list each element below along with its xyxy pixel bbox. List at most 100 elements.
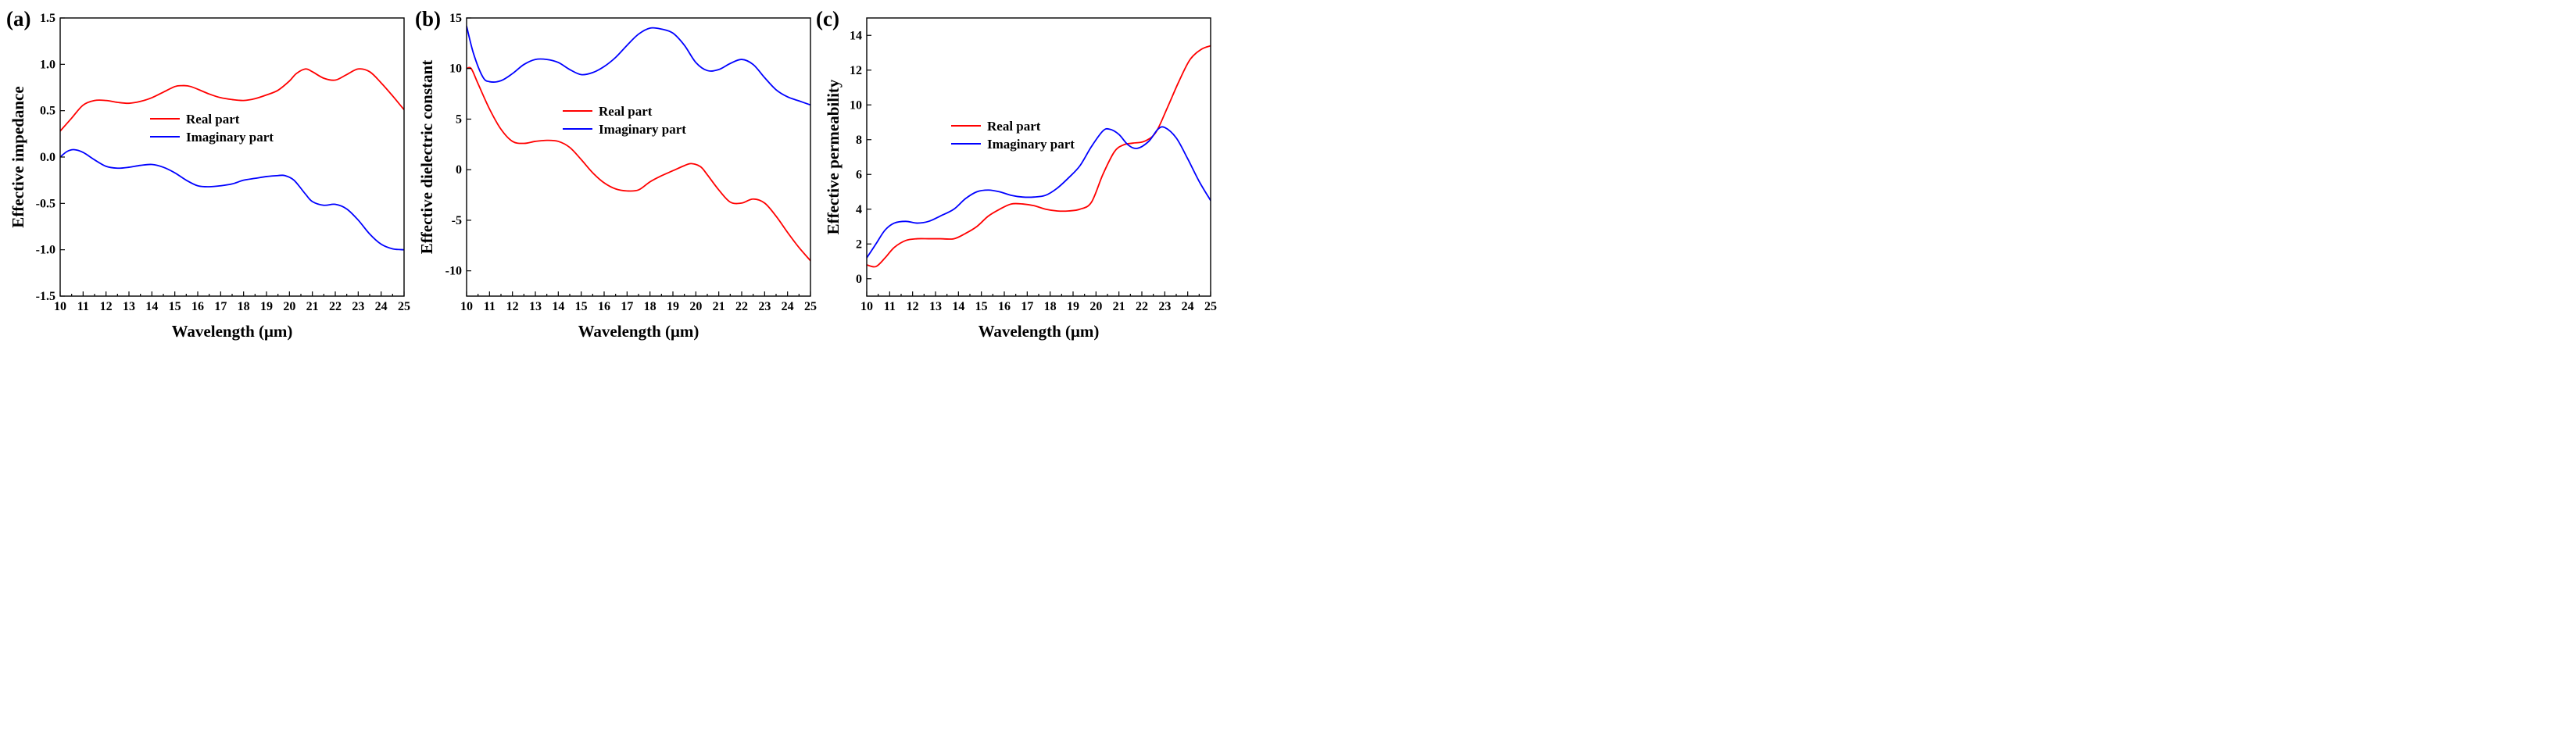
panel-b-x-tick-label: 24 (782, 300, 794, 313)
panel-b-y-tick-label: 10 (449, 63, 462, 76)
panel-c-series-real-part-line (867, 45, 1211, 268)
panel-c-y-tick-label: 6 (856, 168, 862, 181)
panel-a-y-tick-label: 0.5 (40, 105, 55, 118)
panel-a-x-tick-label: 13 (123, 300, 135, 313)
panel-a-y-tick-label: 1.0 (40, 58, 55, 71)
panel-b-x-tick-label: 22 (735, 300, 748, 313)
panel-b-y-tick-label: 15 (449, 12, 462, 25)
panel-c-y-tick-label: 10 (850, 98, 862, 112)
panel-b-x-tick-label: 16 (598, 300, 610, 313)
panel-b-y-axis-title: Effective dielectric constant (417, 60, 436, 254)
panel-c-y-tick-label: 2 (856, 238, 862, 251)
panel-c-x-tick-label: 23 (1158, 300, 1171, 313)
panel-c-x-tick-label: 15 (975, 300, 988, 313)
panel-a-legend-label-imaginary: Imaginary part (186, 130, 274, 145)
panel-b-series-imaginary-part-line (467, 25, 810, 106)
panel-b-y-tick-label: 0 (456, 163, 462, 177)
panel-b-y-tick-label: -10 (445, 265, 462, 278)
panel-a-legend-label-real: Real part (186, 112, 240, 127)
panel-a-y-tick-label: -1.5 (36, 290, 55, 303)
panel-b-series-real-part-line (467, 66, 810, 262)
panel-c-y-tick-label: 14 (850, 29, 862, 42)
panel-a-x-tick-label: 16 (191, 300, 204, 313)
figure-canvas: 10 11 12 13 14 15 16 17 18 19 20 21 22 23 24 25-1.5-1.0… (6, 7, 1217, 341)
panel-b-x-tick-label: 13 (529, 300, 542, 313)
panel-a-y-tick-label: -0.5 (36, 197, 55, 210)
panel-b-legend: Real part Imaginary part (563, 104, 686, 137)
panel-b-x-tick-label: 10 (460, 300, 473, 313)
panel-c-x-tick-label: 11 (884, 300, 896, 313)
panel-c-x-tick-label: 25 (1204, 300, 1217, 313)
panel-b-x-tick-label: 11 (484, 300, 496, 313)
chart-panel-a: 10 11 12 13 14 15 16 17 18 19 20 21 22 23 24 25 -1.5 -1.0… (6, 7, 410, 341)
panel-a-x-tick-label: 18 (238, 300, 250, 313)
panel-c-y-tick-label: 12 (850, 64, 862, 77)
panel-a-x-tick-label: 19 (260, 300, 273, 313)
panel-b-x-tick-label: 18 (644, 300, 657, 313)
panel-c-y-tick-label: 0 (856, 273, 862, 286)
panel-c-x-tick-label: 16 (998, 300, 1011, 313)
panel-b-y-tick-label: -5 (452, 214, 462, 227)
panel-b-x-axis-title: Wavelength (μm) (578, 322, 699, 341)
panel-c-x-tick-label: 21 (1113, 300, 1125, 313)
panel-a-label: (a) (6, 7, 30, 30)
panel-a-x-axis-title: Wavelength (μm) (172, 322, 293, 341)
panel-b-label: (b) (415, 7, 441, 30)
panel-c-series-imaginary-part-line (867, 126, 1211, 259)
panel-a-legend: Real part Imaginary part (150, 112, 274, 145)
panel-b-legend-label-imaginary: Imaginary part (599, 122, 686, 137)
panel-b-y-tick-label: 5 (456, 113, 462, 126)
panel-a-x-tick-label: 20 (283, 300, 295, 313)
panel-c-x-tick-label: 20 (1089, 300, 1102, 313)
panel-a-y-tick-label: 1.5 (40, 12, 55, 25)
panel-c-legend-label-imaginary: Imaginary part (987, 137, 1075, 152)
panel-a-x-tick-label: 10 (54, 300, 66, 313)
panel-c-plot-frame (866, 17, 1211, 297)
panel-c-x-axis-title: Wavelength (μm) (979, 322, 1100, 341)
panel-b-x-tick-label: 25 (804, 300, 817, 313)
panel-a-x-tick-label: 22 (329, 300, 342, 313)
panel-c-x-tick-label: 19 (1067, 300, 1079, 313)
panel-a-x-tick-label: 21 (306, 300, 319, 313)
panel-c-x-tick-label: 10 (860, 300, 873, 313)
panel-a-y-tick-label: 0.0 (40, 151, 55, 164)
panel-b-x-tick-label: 17 (621, 300, 633, 313)
panel-b-x-tick-label: 15 (575, 300, 588, 313)
panel-c-x-tick-label: 13 (929, 300, 942, 313)
panel-c-x-tick-label: 22 (1136, 300, 1148, 313)
panel-b-x-tick-label: 20 (689, 300, 702, 313)
chart-panel-b: 10 11 12 13 14 15 16 17 18 19 20 21 22 23 24 25 -10 -5 0 5 1… (415, 7, 817, 341)
panel-b-x-tick-label: 14 (552, 300, 564, 313)
chart-panel-c: 10 11 12 13 14 15 16 17 18 19 20 21 22 23 24 2502468101… (816, 7, 1217, 341)
panel-c-y-tick-label: 8 (856, 134, 862, 147)
panel-b-x-tick-label: 12 (506, 300, 519, 313)
panel-a-x-tick-label: 11 (77, 300, 89, 313)
panel-c-legend-label-real: Real part (987, 119, 1041, 134)
panel-b-plot-frame (466, 17, 811, 297)
panel-c-x-tick-label: 17 (1021, 300, 1033, 313)
panel-a-series-imaginary-part-line (60, 148, 404, 251)
panel-c-x-tick-label: 18 (1044, 300, 1057, 313)
panel-a-x-tick-label: 24 (375, 300, 388, 313)
panel-a-x-tick-label: 25 (398, 300, 410, 313)
panel-c-x-tick-label: 24 (1182, 300, 1194, 313)
panel-a-x-tick-label: 15 (169, 300, 181, 313)
panel-b-legend-label-real: Real part (599, 104, 653, 119)
panel-b-x-tick-label: 19 (667, 300, 679, 313)
panel-c-legend: Real part Imaginary part (951, 119, 1075, 152)
panel-a-y-tick-label: -1.0 (36, 244, 55, 257)
panel-c-y-axis-title: Effective permeability (824, 79, 843, 234)
panel-a-x-tick-label: 17 (214, 300, 227, 313)
panel-b-x-tick-label: 23 (758, 300, 771, 313)
panel-a-x-tick-label: 14 (145, 300, 158, 313)
panel-a-x-tick-label: 23 (352, 300, 364, 313)
panel-a-series-real-part-line (60, 68, 404, 132)
panel-c-y-tick-label: 4 (856, 203, 862, 216)
panel-c-x-tick-label: 12 (907, 300, 919, 313)
panel-b-x-tick-label: 21 (713, 300, 725, 313)
panel-c-label: (c) (816, 7, 839, 30)
panel-a-plot-frame (59, 17, 405, 297)
panel-a-x-tick-label: 12 (100, 300, 113, 313)
panel-a-y-axis-title: Effective impedance (9, 86, 27, 227)
panel-c-x-tick-label: 14 (952, 300, 964, 313)
